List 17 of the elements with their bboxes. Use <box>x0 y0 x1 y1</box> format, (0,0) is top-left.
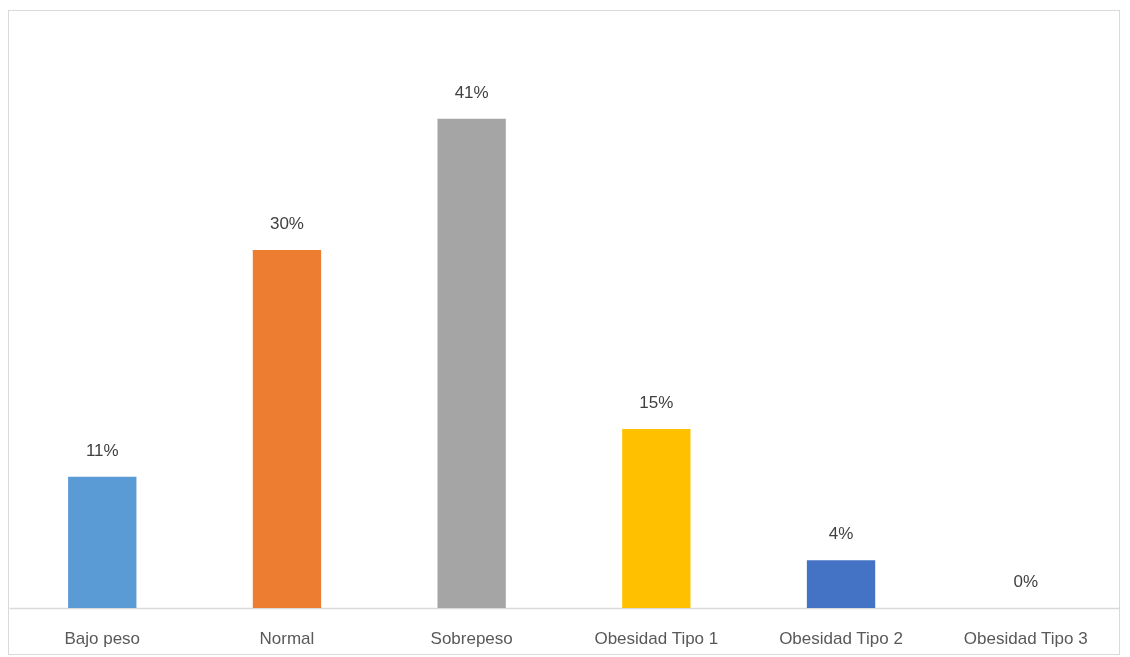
data-label: 11% <box>85 440 119 460</box>
bar <box>806 560 876 608</box>
x-tick-label: Obesidad Tipo 3 <box>963 628 1088 648</box>
data-label: 41% <box>454 82 489 102</box>
x-tick-label: Sobrepeso <box>430 628 513 648</box>
bar <box>68 476 137 608</box>
x-tick-label: Obesidad Tipo 1 <box>594 628 719 648</box>
data-label: 0% <box>1013 572 1039 591</box>
x-tick-label: Obesidad Tipo 2 <box>779 628 903 648</box>
bar <box>622 429 691 608</box>
x-tick-label: Bajo peso <box>64 628 141 648</box>
bar <box>252 250 322 608</box>
data-label: 30% <box>269 214 304 233</box>
bar <box>437 118 506 608</box>
data-label: 4% <box>828 524 854 544</box>
data-label: 15% <box>639 393 674 412</box>
x-tick-label: Normal <box>259 628 315 648</box>
